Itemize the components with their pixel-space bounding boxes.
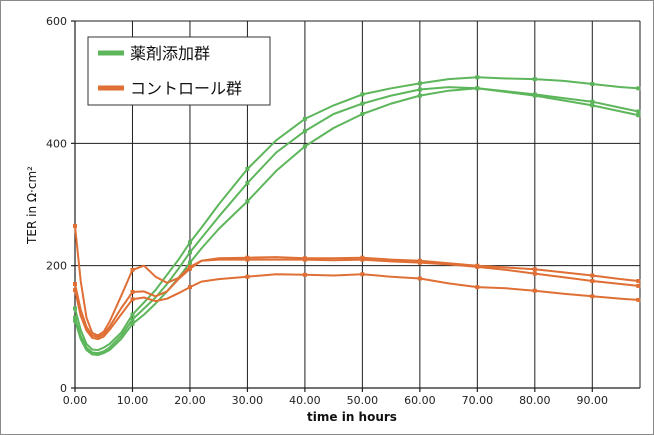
series-layer	[73, 75, 641, 356]
data-point	[188, 260, 192, 265]
data-point	[475, 75, 480, 80]
data-point	[73, 288, 77, 293]
data-point	[188, 240, 192, 245]
data-point	[73, 282, 77, 286]
tick-label-layer: 0.00 10.00 20.00 30.00 40.00 50.00 60.00 70.00 8…	[46, 15, 608, 407]
data-point	[302, 257, 307, 262]
data-point	[130, 297, 135, 302]
data-point	[417, 81, 422, 86]
data-point	[73, 306, 77, 311]
data-point	[417, 93, 422, 98]
data-point	[636, 109, 641, 114]
data-point	[245, 181, 250, 186]
data-point	[636, 279, 641, 283]
x-tick-label: 40.00	[289, 394, 321, 407]
series-line	[74, 76, 640, 352]
data-point	[130, 317, 135, 322]
data-point	[590, 82, 595, 86]
x-tick-label: 10.00	[117, 394, 149, 407]
data-point	[130, 312, 135, 317]
data-point	[73, 223, 77, 228]
data-point	[532, 267, 537, 272]
data-point	[532, 93, 537, 98]
x-tick-label: 60.00	[404, 394, 436, 407]
data-point	[188, 250, 192, 255]
x-tick-label: 20.00	[174, 394, 206, 407]
y-tick-label: 600	[46, 15, 67, 28]
data-point	[245, 199, 250, 204]
series-line	[74, 87, 640, 356]
data-point	[188, 285, 192, 290]
data-point	[475, 285, 480, 290]
data-point	[417, 87, 422, 92]
y-tick-label: 200	[46, 260, 67, 273]
data-point	[475, 86, 480, 91]
y-axis-label: TER in Ω·cm²	[25, 166, 39, 245]
data-point	[130, 321, 135, 326]
data-point	[73, 315, 77, 320]
x-axis-label: time in hours	[307, 410, 397, 424]
y-tick-label: 0	[60, 382, 67, 395]
data-point	[302, 144, 307, 149]
x-tick-label: 80.00	[519, 394, 551, 407]
data-point	[360, 92, 365, 97]
data-point	[532, 77, 537, 82]
legend-label-control: コントロール群	[130, 79, 242, 98]
legend-label-treated: 薬剤添加群	[130, 44, 210, 63]
data-point	[360, 101, 365, 106]
data-point	[73, 318, 77, 323]
data-point	[590, 103, 595, 108]
data-point	[130, 290, 135, 294]
data-point	[245, 274, 250, 279]
data-point	[636, 283, 641, 288]
data-point	[302, 129, 307, 134]
data-point	[636, 297, 641, 302]
y-tick-label: 400	[46, 137, 67, 150]
data-point	[245, 167, 250, 171]
series-line	[74, 258, 640, 339]
legend-box	[87, 36, 271, 106]
series-line	[74, 224, 640, 337]
data-point	[636, 113, 641, 118]
legend: 薬剤添加群 コントロール群	[87, 36, 271, 106]
data-point	[302, 116, 307, 121]
data-point	[590, 99, 595, 104]
data-point	[417, 276, 422, 281]
x-tick-label: 50.00	[347, 394, 379, 407]
data-point	[532, 271, 537, 276]
x-tick-label: 30.00	[232, 394, 264, 407]
data-point	[360, 257, 365, 262]
data-point	[188, 266, 192, 271]
x-tick-label: 70.00	[462, 394, 494, 407]
data-point	[245, 257, 250, 262]
data-point	[130, 267, 135, 272]
data-point	[590, 273, 595, 278]
x-tick-label: 0.00	[63, 394, 88, 407]
data-point	[302, 272, 307, 277]
series-line	[74, 273, 640, 341]
data-point	[360, 272, 365, 277]
data-point	[475, 264, 480, 269]
data-point	[590, 294, 595, 299]
data-point	[360, 112, 365, 116]
data-point	[590, 279, 595, 283]
data-point	[417, 260, 422, 265]
data-point	[636, 86, 641, 91]
x-tick-label: 90.00	[577, 394, 609, 407]
data-point	[532, 288, 537, 293]
